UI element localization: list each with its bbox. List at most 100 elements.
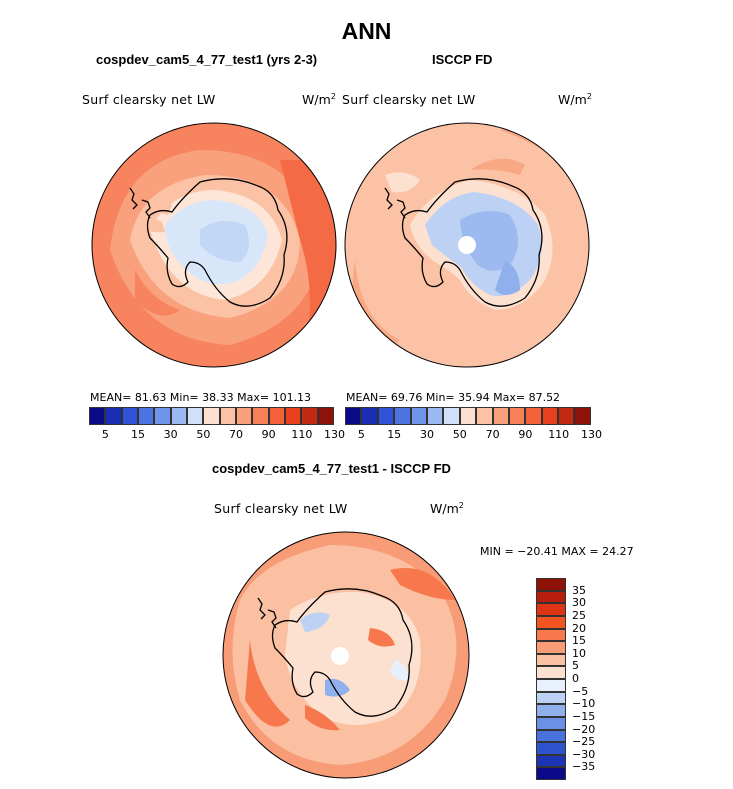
colorbar-swatch	[219, 407, 236, 425]
colorbar-swatch	[574, 407, 591, 425]
colorbar-swatch	[105, 407, 122, 425]
colorbar-tick-label: 130	[581, 428, 602, 441]
diff-colorbar	[536, 578, 566, 780]
colorbar-tick-label: −25	[572, 735, 596, 749]
model-stats: MEAN= 81.63 Min= 38.33 Max= 101.13	[90, 391, 312, 404]
colorbar-tick-label: 5	[572, 659, 579, 673]
diff-field-label: Surf clearsky net LW	[214, 501, 348, 516]
obs-subtitle: ISCCP FD	[432, 52, 493, 67]
colorbar-swatch	[154, 407, 171, 425]
model-map	[92, 123, 336, 367]
colorbar-tick-label: 30	[572, 596, 586, 610]
colorbar-swatch	[508, 407, 526, 425]
colorbar-tick-label: 110	[291, 428, 313, 441]
colorbar-swatch	[525, 407, 542, 425]
colorbar-tick-label: 35	[572, 583, 586, 597]
colorbar-tick-label: 30	[163, 428, 178, 441]
colorbar-swatch	[558, 407, 575, 425]
diff-subtitle: cospdev_cam5_4_77_test1 - ISCCP FD	[212, 461, 451, 476]
colorbar-swatch	[121, 407, 138, 425]
colorbar-tick-label: 5	[357, 428, 365, 441]
obs-field-label: Surf clearsky net LW	[342, 92, 476, 107]
colorbar-tick-label: 25	[572, 608, 586, 622]
colorbar-swatch	[426, 407, 444, 425]
diff-colorbar-ticks: 35 30 25 20 15 10 5 0 −5 −10 −15 −20 −25 −30 −35	[570, 578, 610, 780]
colorbar-tick-label: −5	[572, 684, 589, 698]
model-colorbar-ticks: 5 15 30 50 70 90 110 130	[89, 428, 345, 442]
colorbar-swatch	[203, 407, 220, 425]
colorbar-swatch	[394, 407, 411, 425]
diff-units: W/m2	[430, 501, 464, 517]
colorbar-swatch	[536, 742, 566, 755]
colorbar-tick-label: 15	[131, 428, 145, 441]
colorbar-tick-label: 90	[518, 428, 533, 441]
colorbar-swatch	[536, 729, 566, 743]
colorbar-swatch	[536, 578, 566, 591]
diff-coastline	[257, 588, 413, 717]
model-coastline	[129, 178, 288, 307]
obs-map	[345, 123, 589, 367]
obs-pole-hole	[458, 236, 476, 254]
colorbar-tick-label: 70	[485, 428, 500, 441]
colorbar-swatch	[235, 407, 253, 425]
colorbar-tick-label: 15	[387, 428, 402, 441]
colorbar-tick-label: 50	[196, 428, 211, 441]
diff-map	[223, 532, 469, 778]
colorbar-swatch	[443, 407, 460, 425]
colorbar-tick-label: 15	[572, 634, 586, 648]
colorbar-tick-label: 20	[572, 621, 586, 635]
colorbar-swatch	[410, 407, 427, 425]
colorbar-swatch	[536, 590, 566, 604]
colorbar-swatch	[361, 407, 378, 425]
model-colorbar	[89, 407, 334, 425]
obs-units: W/m2	[558, 92, 592, 108]
colorbar-tick-label: 90	[261, 428, 276, 441]
colorbar-tick-label: −15	[572, 709, 596, 723]
colorbar-swatch	[137, 407, 155, 425]
colorbar-swatch	[541, 407, 559, 425]
colorbar-tick-label: −20	[572, 722, 596, 736]
colorbar-swatch	[345, 407, 362, 425]
colorbar-tick-label: −30	[572, 747, 596, 761]
diff-pole-hole	[331, 647, 349, 665]
colorbar-swatch	[268, 407, 285, 425]
colorbar-swatch	[317, 407, 334, 425]
colorbar-swatch	[476, 407, 493, 425]
colorbar-swatch	[536, 767, 566, 780]
colorbar-swatch	[536, 628, 566, 642]
figure-title: ANN	[341, 18, 392, 44]
colorbar-swatch	[89, 407, 106, 425]
colorbar-swatch	[536, 653, 566, 667]
colorbar-swatch	[536, 716, 566, 730]
obs-stats: MEAN= 69.76 Min= 35.94 Max= 87.52	[346, 391, 561, 404]
colorbar-tick-label: 110	[548, 428, 570, 441]
colorbar-tick-label: −10	[572, 697, 596, 711]
model-field-label: Surf clearsky net LW	[82, 92, 216, 107]
colorbar-swatch	[536, 691, 566, 705]
diff-stats: MIN = −20.41 MAX = 24.27	[480, 545, 634, 558]
colorbar-tick-label: 70	[229, 428, 243, 441]
colorbar-swatch	[536, 666, 566, 679]
colorbar-tick-label: 5	[101, 428, 109, 441]
colorbar-tick-label: 130	[324, 428, 345, 441]
colorbar-swatch	[459, 407, 477, 425]
colorbar-tick-label: 30	[420, 428, 434, 441]
colorbar-swatch	[536, 704, 566, 717]
colorbar-tick-label: −35	[572, 760, 596, 774]
colorbar-swatch	[170, 407, 187, 425]
obs-colorbar	[345, 407, 591, 425]
obs-coastline	[384, 178, 543, 307]
colorbar-swatch	[536, 754, 566, 768]
colorbar-swatch	[536, 603, 566, 616]
model-subtitle: cospdev_cam5_4_77_test1 (yrs 2-3)	[96, 52, 318, 67]
colorbar-tick-label: 50	[452, 428, 467, 441]
colorbar-swatch	[536, 615, 566, 629]
colorbar-swatch	[536, 641, 566, 654]
obs-colorbar-ticks: 5 15 30 50 70 90 110 130	[345, 428, 602, 442]
colorbar-swatch	[301, 407, 318, 425]
colorbar-swatch	[536, 679, 566, 692]
colorbar-swatch	[284, 407, 302, 425]
colorbar-swatch	[186, 407, 204, 425]
colorbar-tick-label: 10	[572, 646, 586, 660]
